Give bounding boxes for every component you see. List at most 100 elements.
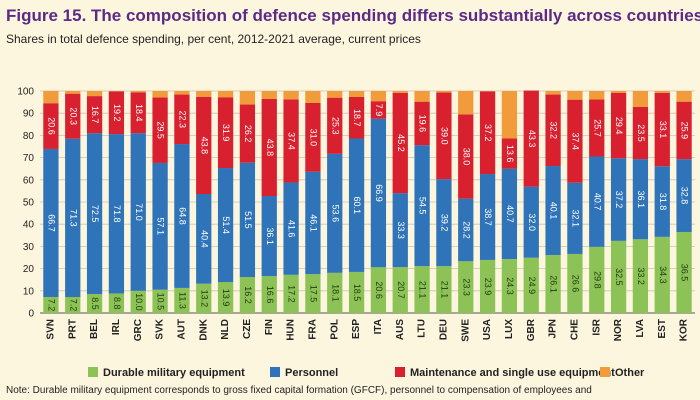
data-label: 38.0 (461, 148, 471, 166)
data-label: 28.2 (461, 221, 471, 239)
data-label: 24.9 (527, 277, 537, 295)
x-tick-label: GRC (133, 319, 144, 341)
data-label: 36.1 (636, 190, 646, 208)
data-label: 7.9 (374, 104, 384, 117)
bar-segment (610, 93, 627, 159)
x-tick-label: DEU (439, 319, 450, 340)
data-label: 18.4 (134, 104, 144, 122)
legend-swatch (88, 367, 98, 377)
bar-segment (196, 96, 212, 195)
data-label: 31.8 (658, 193, 668, 211)
bar-segment (261, 98, 277, 197)
bar-segment (392, 92, 408, 194)
data-label: 71.3 (68, 209, 78, 227)
bar-segment (86, 294, 103, 313)
bar-segment (610, 91, 627, 93)
bar-segment (43, 148, 59, 298)
bar-segment (414, 91, 430, 102)
bar-segment (305, 102, 321, 172)
legend-label: Durable military equipment (103, 367, 245, 379)
data-label: 21.1 (418, 281, 428, 299)
bar-segment (348, 271, 365, 313)
bar-segment (632, 239, 649, 313)
data-label: 17.5 (309, 285, 319, 303)
bar-segment (676, 101, 692, 160)
bar-segment (261, 196, 277, 277)
bar-segment (174, 287, 190, 313)
bar-segment (152, 289, 168, 313)
data-label: 23.5 (636, 124, 646, 142)
data-label: 66.7 (47, 214, 57, 232)
bar-segment (676, 159, 692, 232)
bar-segment (283, 99, 299, 183)
data-label: 20.6 (47, 117, 57, 135)
bar-segment (458, 261, 474, 313)
bar-segment (65, 138, 81, 298)
data-label: 7.2 (47, 299, 57, 312)
data-label: 51.5 (243, 211, 253, 229)
data-label: 26.6 (571, 275, 581, 293)
y-tick-label: 50 (23, 198, 35, 209)
data-label: 29.8 (592, 271, 602, 289)
data-label: 66.9 (374, 184, 384, 202)
data-label: 31.9 (221, 124, 231, 142)
bar-segment (43, 297, 59, 313)
bar-segment (523, 257, 539, 313)
bar-segment (632, 106, 649, 160)
bar-segment (196, 194, 212, 284)
x-axis-ticks: SVN PRT BEL IRL GRC SVK AUT DNK NLD CZE FIN HUN FRA P… (46, 318, 690, 342)
data-label: 20.3 (68, 107, 78, 125)
x-tick-label: LTU (417, 319, 428, 338)
bar-segment (217, 282, 234, 313)
legend-label: Maintenance and single use equipment (410, 367, 615, 379)
bar-segment (86, 96, 103, 134)
bar-segment (86, 133, 103, 295)
legend-swatch (395, 367, 405, 377)
bar-segment (327, 272, 343, 313)
legend-label: Other (615, 367, 645, 379)
data-label: 8.8 (112, 297, 122, 310)
x-tick-label: FIN (264, 319, 275, 335)
data-label: 25.9 (680, 122, 690, 140)
data-label: 29.4 (614, 117, 624, 135)
y-tick-label: 100 (17, 87, 34, 98)
x-tick-label: LVA (635, 319, 646, 338)
x-tick-label: KOR (679, 318, 690, 341)
bar-segment (545, 255, 561, 313)
y-tick-label: 20 (23, 264, 35, 275)
bar-segment (283, 91, 299, 100)
x-tick-label: CZE (242, 319, 253, 339)
x-tick-label: AUS (395, 319, 406, 340)
bar-segment (108, 91, 125, 135)
bar-segment (676, 91, 692, 102)
data-label: 64.8 (178, 207, 188, 225)
data-label: 37.2 (483, 124, 493, 142)
data-label: 11.3 (178, 292, 188, 309)
x-tick-label: LUX (504, 319, 515, 339)
bar-segment (436, 179, 452, 267)
bar-segment (370, 267, 387, 313)
x-tick-label: PRT (67, 319, 78, 339)
x-tick-label: IRL (111, 319, 122, 335)
bar-segment (414, 101, 430, 146)
legend-swatch (270, 367, 280, 377)
data-label: 16.7 (90, 106, 100, 124)
y-tick-label: 0 (28, 309, 34, 320)
bar-segment (545, 166, 561, 256)
bar-segment (589, 156, 605, 247)
bar-segment (458, 198, 474, 262)
bar-segment (436, 266, 452, 313)
bar-segment (327, 153, 343, 273)
data-label: 36.1 (265, 227, 275, 245)
data-label: 43.8 (199, 137, 209, 155)
data-label: 39.2 (440, 214, 450, 232)
data-labels: 7.2 66.7 20.6 7.2 71.3 20.3 8.5 72.5 16.7 8.8 71.8… (47, 104, 690, 312)
bar-segment (65, 91, 81, 94)
bar-segment (392, 267, 408, 313)
y-tick-label: 10 (23, 286, 35, 297)
data-label: 36.5 (680, 264, 690, 282)
bar-segment (501, 138, 518, 169)
chart-title: Figure 15. The composition of defence sp… (6, 6, 700, 25)
data-label: 13.2 (199, 290, 209, 308)
bar-segment (239, 104, 256, 163)
